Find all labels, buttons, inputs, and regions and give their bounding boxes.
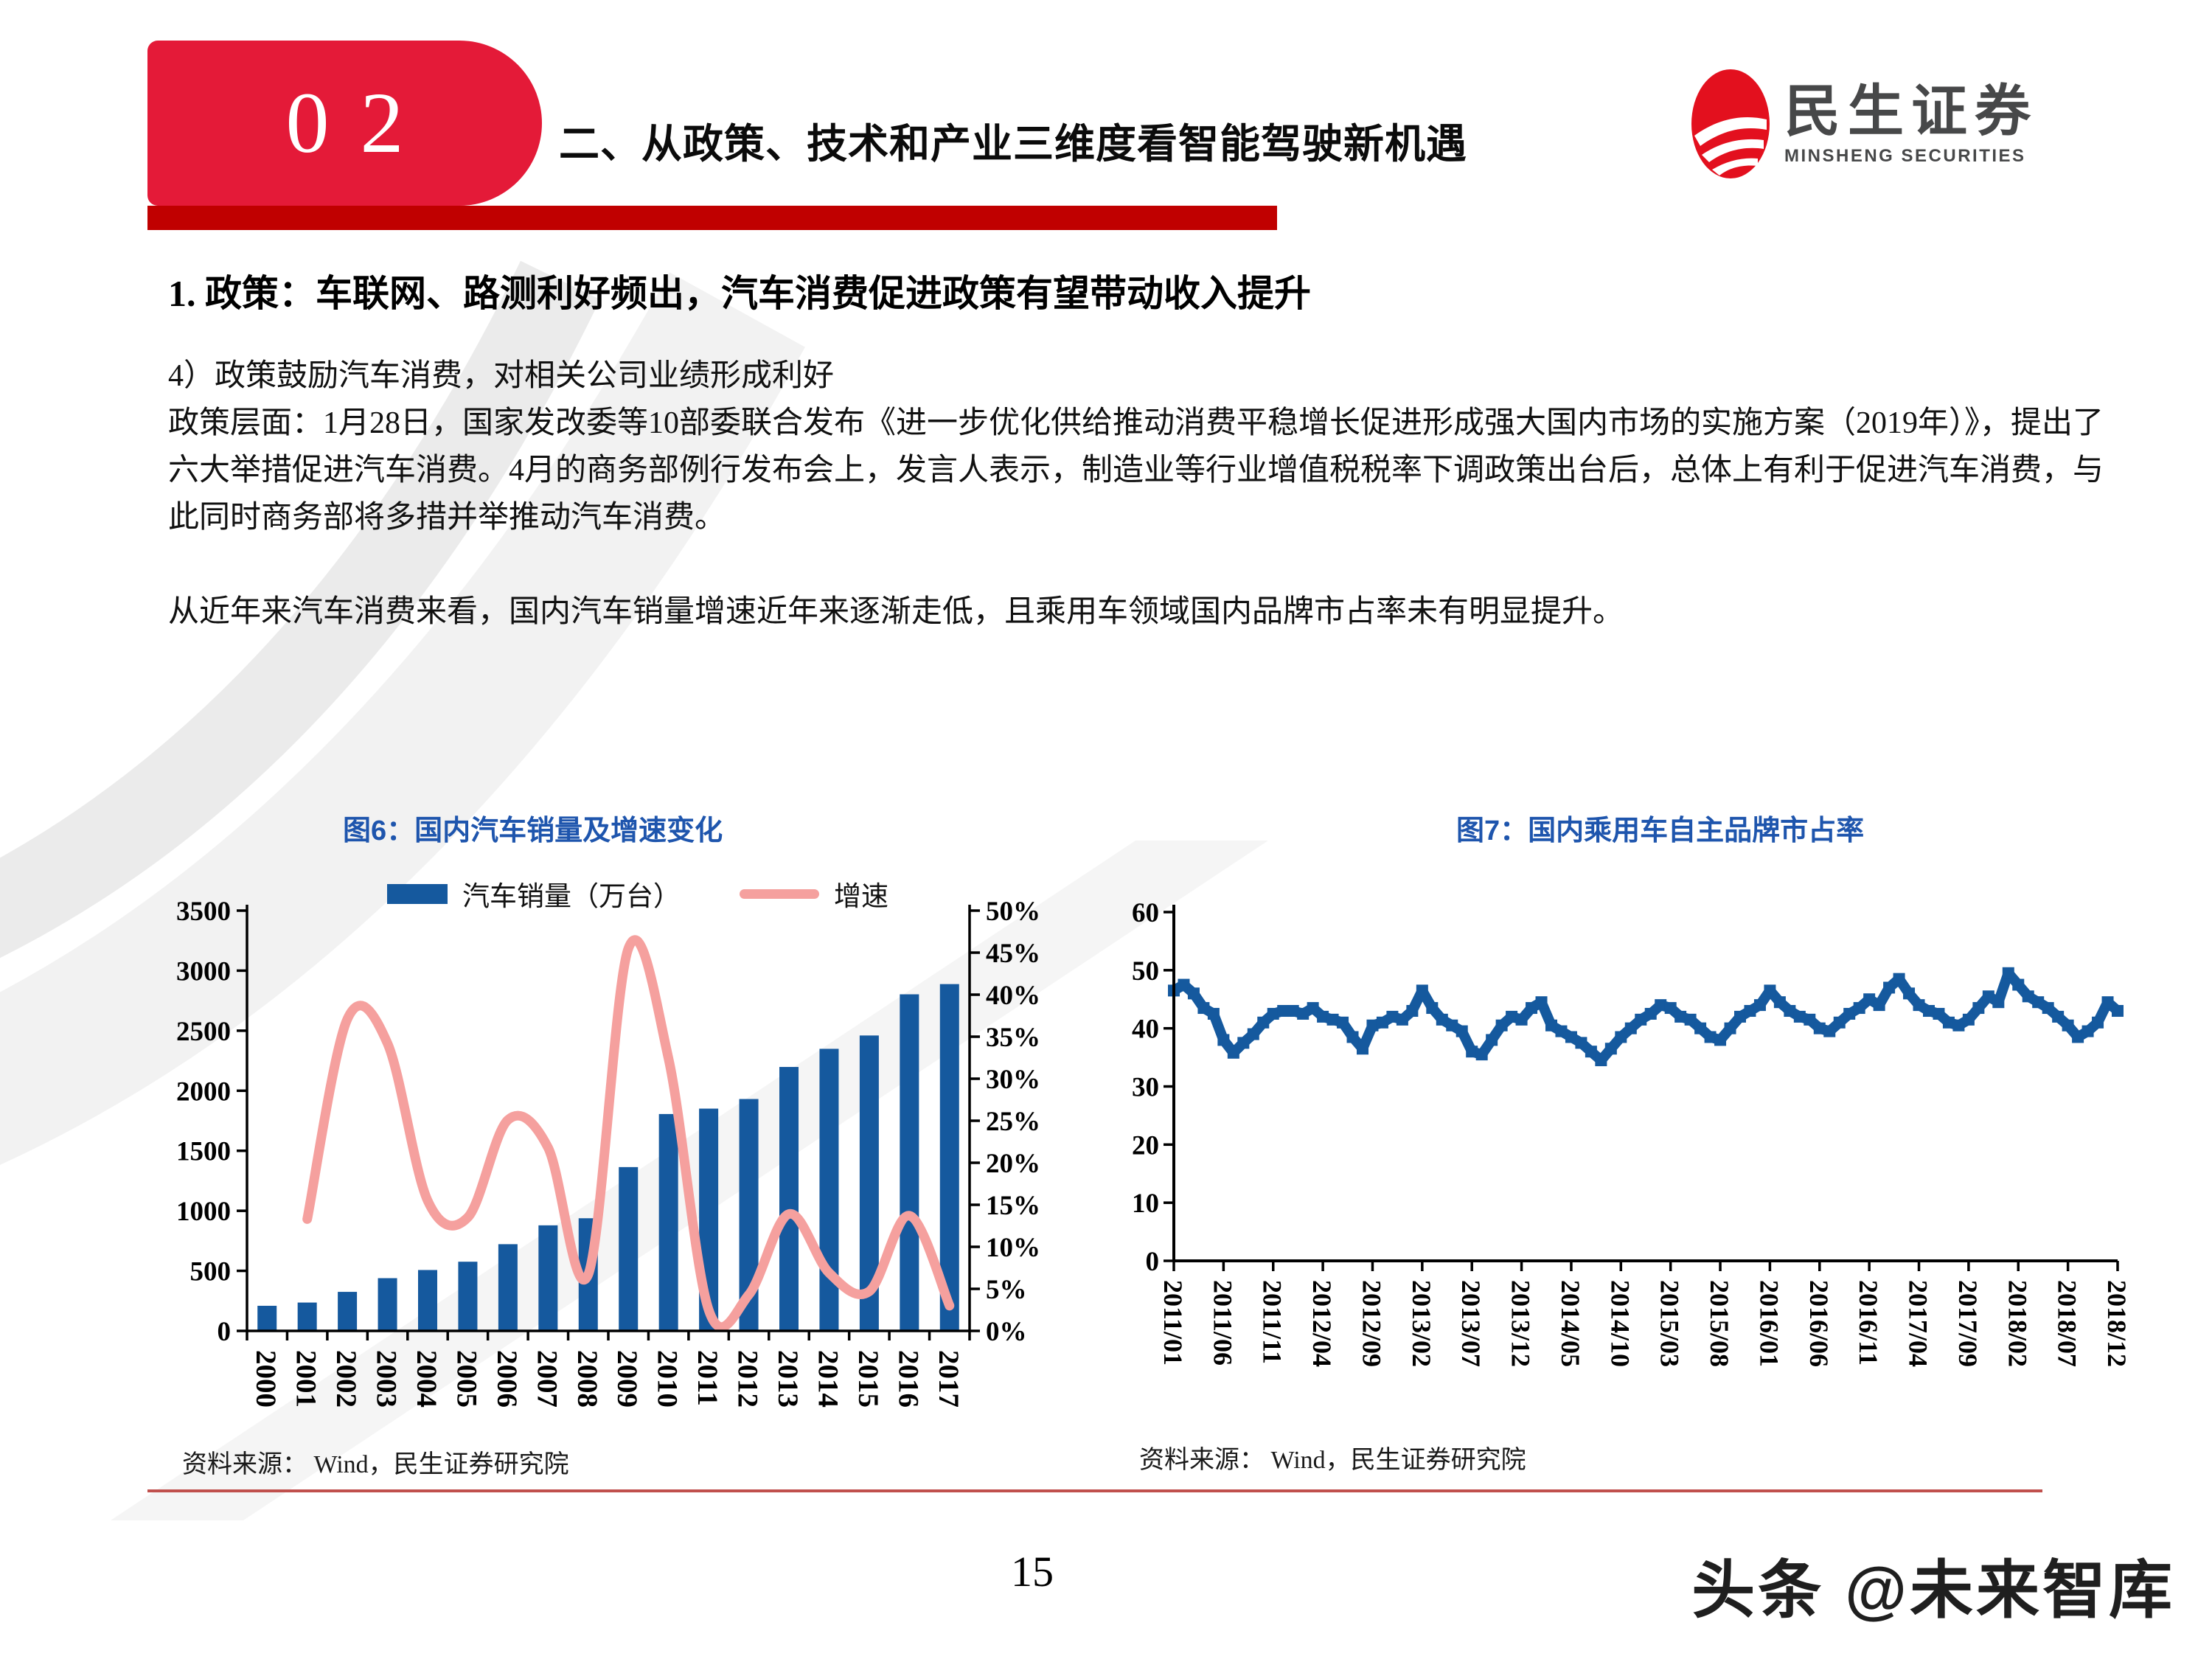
svg-text:2017/04: 2017/04 <box>1904 1280 1933 1367</box>
svg-text:40: 40 <box>1132 1015 1159 1045</box>
fig7-source: 资料来源： Wind，民生证券研究院 <box>1139 1447 1526 1474</box>
svg-text:2012/04: 2012/04 <box>1307 1280 1337 1367</box>
svg-text:2018/12: 2018/12 <box>2102 1280 2132 1367</box>
svg-text:2017: 2017 <box>933 1350 964 1408</box>
minsheng-logo-icon <box>1691 69 1770 178</box>
svg-text:20: 20 <box>1132 1130 1159 1161</box>
logo-text: 民生证券 MINSHENG SECURITIES <box>1784 81 2038 167</box>
svg-text:5%: 5% <box>986 1275 1027 1305</box>
svg-text:2008: 2008 <box>571 1350 603 1408</box>
svg-text:2015: 2015 <box>852 1350 884 1408</box>
svg-text:0%: 0% <box>986 1317 1027 1347</box>
toutiao-watermark: 头条 @未来智库 <box>1691 1555 2175 1626</box>
svg-text:20%: 20% <box>986 1149 1040 1179</box>
fig6-title: 图6：国内汽车销量及增速变化 <box>343 815 723 846</box>
svg-text:35%: 35% <box>986 1023 1040 1053</box>
svg-text:3000: 3000 <box>176 956 231 987</box>
svg-text:30%: 30% <box>986 1065 1040 1095</box>
svg-text:2009: 2009 <box>611 1350 643 1408</box>
svg-text:2016/01: 2016/01 <box>1754 1280 1784 1367</box>
page-number: 15 <box>1011 1548 1054 1596</box>
section-number: 02 <box>285 74 435 171</box>
section-heading: 1. 政策：车联网、路测利好频出，汽车消费促进政策有望带动收入提升 <box>168 273 1311 314</box>
svg-text:2011/06: 2011/06 <box>1208 1280 1237 1366</box>
header-red-bar <box>147 206 1277 230</box>
svg-text:10: 10 <box>1132 1189 1159 1219</box>
svg-text:2014/05: 2014/05 <box>1556 1280 1585 1367</box>
company-logo: 民生证券 MINSHENG SECURITIES <box>1690 68 2038 180</box>
svg-text:40%: 40% <box>986 981 1040 1011</box>
svg-text:2004: 2004 <box>411 1350 442 1408</box>
fig6-legend-line-label: 增速 <box>834 882 888 912</box>
svg-text:2005: 2005 <box>451 1350 482 1408</box>
fig6-legend-bar-label: 汽车销量（万台） <box>462 882 681 912</box>
svg-text:15%: 15% <box>986 1191 1040 1221</box>
svg-text:2012: 2012 <box>732 1350 764 1408</box>
svg-text:3500: 3500 <box>176 900 231 927</box>
svg-text:500: 500 <box>190 1257 232 1287</box>
svg-text:2010: 2010 <box>652 1350 684 1408</box>
svg-text:2016: 2016 <box>892 1350 924 1408</box>
svg-text:2000: 2000 <box>250 1350 282 1408</box>
svg-text:2013: 2013 <box>772 1350 804 1408</box>
svg-text:0: 0 <box>1146 1247 1160 1277</box>
fig6-legend: 汽车销量（万台） 增速 <box>170 874 1106 914</box>
fig6-source: 资料来源： Wind，民生证券研究院 <box>182 1451 569 1478</box>
svg-text:2500: 2500 <box>176 1017 231 1047</box>
svg-text:2018/07: 2018/07 <box>2053 1280 2082 1367</box>
section-number-badge: 02 <box>147 41 542 206</box>
fig7-title: 图7：国内乘用车自主品牌市占率 <box>1456 815 1865 846</box>
svg-text:2015/03: 2015/03 <box>1655 1280 1685 1367</box>
svg-text:45%: 45% <box>986 939 1040 969</box>
svg-text:2011/01: 2011/01 <box>1158 1280 1188 1366</box>
svg-text:60: 60 <box>1132 900 1159 928</box>
svg-text:2013/12: 2013/12 <box>1506 1280 1536 1367</box>
paragraph-policy-body: 政策层面：1月28日，国家发改委等10部委联合发布《进一步优化供给推动消费平稳增… <box>168 406 2104 535</box>
svg-text:50: 50 <box>1132 956 1159 987</box>
svg-text:2015/08: 2015/08 <box>1705 1280 1734 1367</box>
svg-text:2016/06: 2016/06 <box>1804 1280 1834 1367</box>
svg-text:2016/11: 2016/11 <box>1854 1280 1883 1366</box>
logo-name-cn: 民生证券 <box>1784 80 2038 143</box>
svg-text:10%: 10% <box>986 1233 1040 1263</box>
page-title: 二、从政策、技术和产业三维度看智能驾驶新机遇 <box>559 121 1468 167</box>
paragraph-policy: 4）政策鼓励汽车消费，对相关公司业绩形成利好 政策层面：1月28日，国家发改委等… <box>168 352 2121 541</box>
svg-text:50%: 50% <box>986 900 1040 927</box>
fig6-auto-sales-chart: 0 500 1000 1500 2000 2500 3000 3500 0% 5% 10% 15% 20… <box>176 900 1040 1408</box>
fig7-brand-share-chart: 0 10 20 30 40 50 60 2011/01 2011/06 2011/11 2012/0… <box>1132 900 2132 1367</box>
svg-text:2014/10: 2014/10 <box>1605 1280 1635 1367</box>
paragraph-consumption: 从近年来汽车消费来看，国内汽车销量增速近年来逐渐走低，且乘用车领域国内品牌市占率… <box>168 595 1624 629</box>
logo-name-en: MINSHENG SECURITIES <box>1784 146 2026 166</box>
svg-text:2002: 2002 <box>330 1350 362 1408</box>
svg-text:2011/11: 2011/11 <box>1258 1280 1287 1364</box>
svg-text:1000: 1000 <box>176 1197 231 1227</box>
svg-text:0: 0 <box>218 1317 232 1347</box>
svg-text:2001: 2001 <box>291 1350 322 1408</box>
svg-text:2007: 2007 <box>531 1350 563 1408</box>
svg-text:2014: 2014 <box>812 1350 844 1408</box>
svg-text:1500: 1500 <box>176 1137 231 1167</box>
svg-text:2013/07: 2013/07 <box>1456 1280 1486 1367</box>
svg-text:2012/09: 2012/09 <box>1357 1280 1386 1367</box>
svg-text:2003: 2003 <box>371 1350 403 1408</box>
svg-text:2017/09: 2017/09 <box>1953 1280 1983 1367</box>
paragraph-policy-line1: 4）政策鼓励汽车消费，对相关公司业绩形成利好 <box>168 359 835 393</box>
svg-text:25%: 25% <box>986 1107 1040 1137</box>
fig6-legend-bar-swatch <box>387 883 448 904</box>
fig6-legend-line-swatch <box>740 888 819 899</box>
svg-text:30: 30 <box>1132 1073 1159 1103</box>
footer-divider-line <box>147 1489 2042 1492</box>
svg-text:2013/02: 2013/02 <box>1407 1280 1436 1367</box>
svg-text:2000: 2000 <box>176 1077 231 1107</box>
svg-text:2011: 2011 <box>692 1350 723 1406</box>
svg-text:2006: 2006 <box>491 1350 523 1408</box>
svg-text:2018/02: 2018/02 <box>2003 1280 2032 1367</box>
